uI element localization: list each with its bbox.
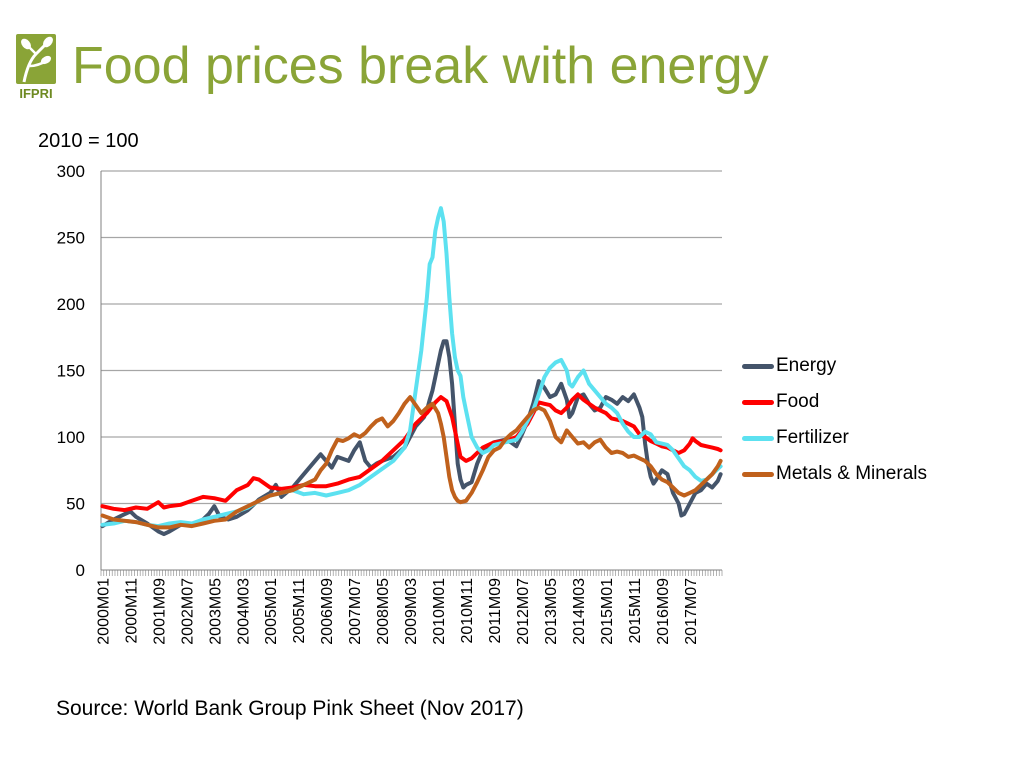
leaf-icon — [16, 34, 56, 84]
x-tick-label: 2012M07 — [515, 578, 532, 645]
x-tick-label: 2009M03 — [403, 578, 420, 645]
logo-text: IFPRI — [19, 86, 53, 101]
x-tick-label: 2010M01 — [431, 578, 448, 645]
x-tick-label: 2017M07 — [683, 578, 700, 645]
x-tick-label: 2013M05 — [543, 578, 560, 645]
legend-swatch — [742, 363, 774, 369]
x-tick-label: 2010M11 — [459, 578, 476, 644]
legend-label: Fertilizer — [776, 427, 849, 448]
x-tick-label: 2004M03 — [235, 578, 252, 645]
x-tick-label: 2003M05 — [207, 578, 224, 645]
series-line-metals — [100, 395, 723, 530]
legend-item-food: Food — [742, 384, 927, 420]
x-tick-label: 2006M09 — [319, 578, 336, 645]
legend-swatch — [742, 399, 774, 405]
y-tick-label: 150 — [57, 362, 85, 381]
y-tick-label: 50 — [66, 495, 85, 514]
legend-item-energy: Energy — [742, 348, 927, 384]
x-tick-label: 2008M05 — [375, 578, 392, 645]
legend-swatch — [742, 471, 774, 477]
y-tick-label: 0 — [76, 561, 85, 580]
chart-legend: Energy Food Fertilizer Metals & Minerals — [742, 348, 927, 492]
x-tick-label: 2000M01 — [95, 578, 112, 645]
y-tick-label: 250 — [57, 229, 85, 248]
y-axis-base-label: 2010 = 100 — [38, 130, 139, 152]
legend-label: Food — [776, 391, 820, 412]
x-tick-label: 2007M07 — [347, 578, 364, 645]
y-tick-label: 200 — [57, 295, 85, 314]
legend-label: Energy — [776, 355, 837, 376]
ifpri-logo: IFPRI — [14, 32, 58, 104]
y-tick-label: 300 — [57, 162, 85, 181]
page-title: Food prices break with energy — [72, 37, 769, 95]
x-tick-label: 2011M09 — [487, 578, 504, 644]
x-tick-label: 2000M11 — [123, 578, 140, 644]
legend-item-metals: Metals & Minerals — [742, 456, 927, 492]
source-note: Source: World Bank Group Pink Sheet (Nov… — [56, 697, 524, 720]
x-tick-label: 2015M11 — [627, 578, 644, 644]
x-tick-label: 2016M09 — [655, 578, 672, 645]
x-tick-label: 2005M01 — [263, 578, 280, 645]
x-tick-label: 2014M03 — [571, 578, 588, 645]
x-tick-label: 2001M09 — [151, 578, 168, 645]
legend-swatch — [742, 435, 774, 441]
y-tick-label: 100 — [57, 428, 85, 447]
legend-label: Metals & Minerals — [776, 463, 927, 484]
series-line-fertilizer — [100, 206, 723, 529]
x-tick-label: 2002M07 — [179, 578, 196, 645]
x-tick-label: 2015M01 — [599, 578, 616, 645]
x-tick-label: 2005M11 — [291, 578, 308, 644]
legend-item-fertilizer: Fertilizer — [742, 420, 927, 456]
